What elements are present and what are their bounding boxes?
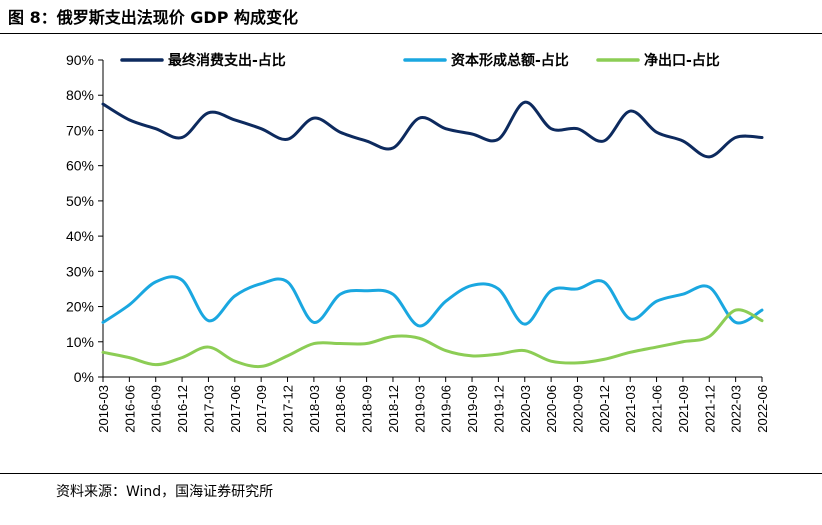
- y-tick-label: 70%: [66, 122, 94, 138]
- x-tick-label: 2017-03: [201, 385, 216, 433]
- x-tick-label: 2018-06: [333, 385, 348, 433]
- y-tick-label: 30%: [66, 263, 94, 279]
- x-tick-label: 2016-03: [96, 385, 111, 433]
- legend-label: 最终消费支出-占比: [168, 52, 286, 69]
- series-line: [101, 100, 764, 159]
- x-tick-label: 2016-12: [175, 385, 190, 433]
- x-tick-label: 2016-09: [149, 385, 164, 433]
- y-tick-label: 20%: [66, 299, 94, 315]
- series-1: [101, 100, 764, 159]
- x-tick-label: 2019-06: [439, 385, 454, 433]
- x-tick-label: 2021-03: [623, 385, 638, 433]
- y-tick-label: 80%: [66, 87, 94, 103]
- x-tick-label: 2020-03: [518, 385, 533, 433]
- series-2: [101, 275, 764, 328]
- y-tick-label: 60%: [66, 158, 94, 174]
- y-tick-label: 10%: [66, 334, 94, 350]
- x-tick-label: 2020-06: [544, 385, 559, 433]
- figure-title: 图 8：俄罗斯支出法现价 GDP 构成变化: [8, 8, 298, 27]
- x-tick-label: 2019-12: [491, 385, 506, 433]
- x-tick-label: 2022-06: [755, 385, 770, 433]
- x-tick-label: 2016-06: [122, 385, 137, 433]
- x-tick-label: 2020-09: [570, 385, 585, 433]
- x-tick-label: 2018-12: [386, 385, 401, 433]
- x-tick-label: 2021-09: [676, 385, 691, 433]
- x-tick-label: 2021-12: [702, 385, 717, 433]
- x-tick-label: 2017-06: [228, 385, 243, 433]
- y-tick-label: 0%: [74, 369, 94, 385]
- series-line: [101, 275, 764, 328]
- legend-label: 资本形成总额-占比: [451, 52, 569, 69]
- top-divider: [0, 33, 822, 34]
- x-axis: 2016-03 2016-06 2016-09 2016-12 2017-03 2017-…: [96, 376, 770, 433]
- x-tick-label: 2018-09: [360, 385, 375, 433]
- legend-label: 净出口-占比: [644, 52, 720, 69]
- source-note: 资料来源：Wind，国海证券研究所: [56, 484, 274, 500]
- y-axis: 0% 10% 20% 30% 40% 50% 60% 70% 80% 90%: [66, 52, 104, 385]
- y-tick-label: 90%: [66, 52, 94, 68]
- x-tick-label: 2019-09: [465, 385, 480, 433]
- series-layer: [101, 100, 764, 369]
- x-tick-label: 2017-09: [254, 385, 269, 433]
- x-tick-label: 2019-03: [412, 385, 427, 433]
- series-3: [101, 308, 764, 369]
- x-tick-label: 2020-12: [597, 385, 612, 433]
- x-tick-label: 2022-03: [729, 385, 744, 433]
- chart: 0%10%20%30%40%50%60%70%80%90% 2016-03 201…: [66, 52, 770, 433]
- y-tick-label: 40%: [66, 228, 94, 244]
- x-tick-label: 2018-03: [307, 385, 322, 433]
- bottom-divider: [0, 473, 822, 474]
- series-line: [101, 308, 764, 369]
- legend: 最终消费支出-占比 资本形成总额-占比 净出口-占比: [120, 52, 720, 69]
- legend-item: 净出口-占比: [596, 52, 720, 69]
- legend-item: 资本形成总额-占比: [403, 52, 569, 69]
- legend-item: 最终消费支出-占比: [120, 52, 286, 69]
- x-tick-label: 2021-06: [650, 385, 665, 433]
- y-tick-label: 50%: [66, 193, 94, 209]
- x-tick-label: 2017-12: [281, 385, 296, 433]
